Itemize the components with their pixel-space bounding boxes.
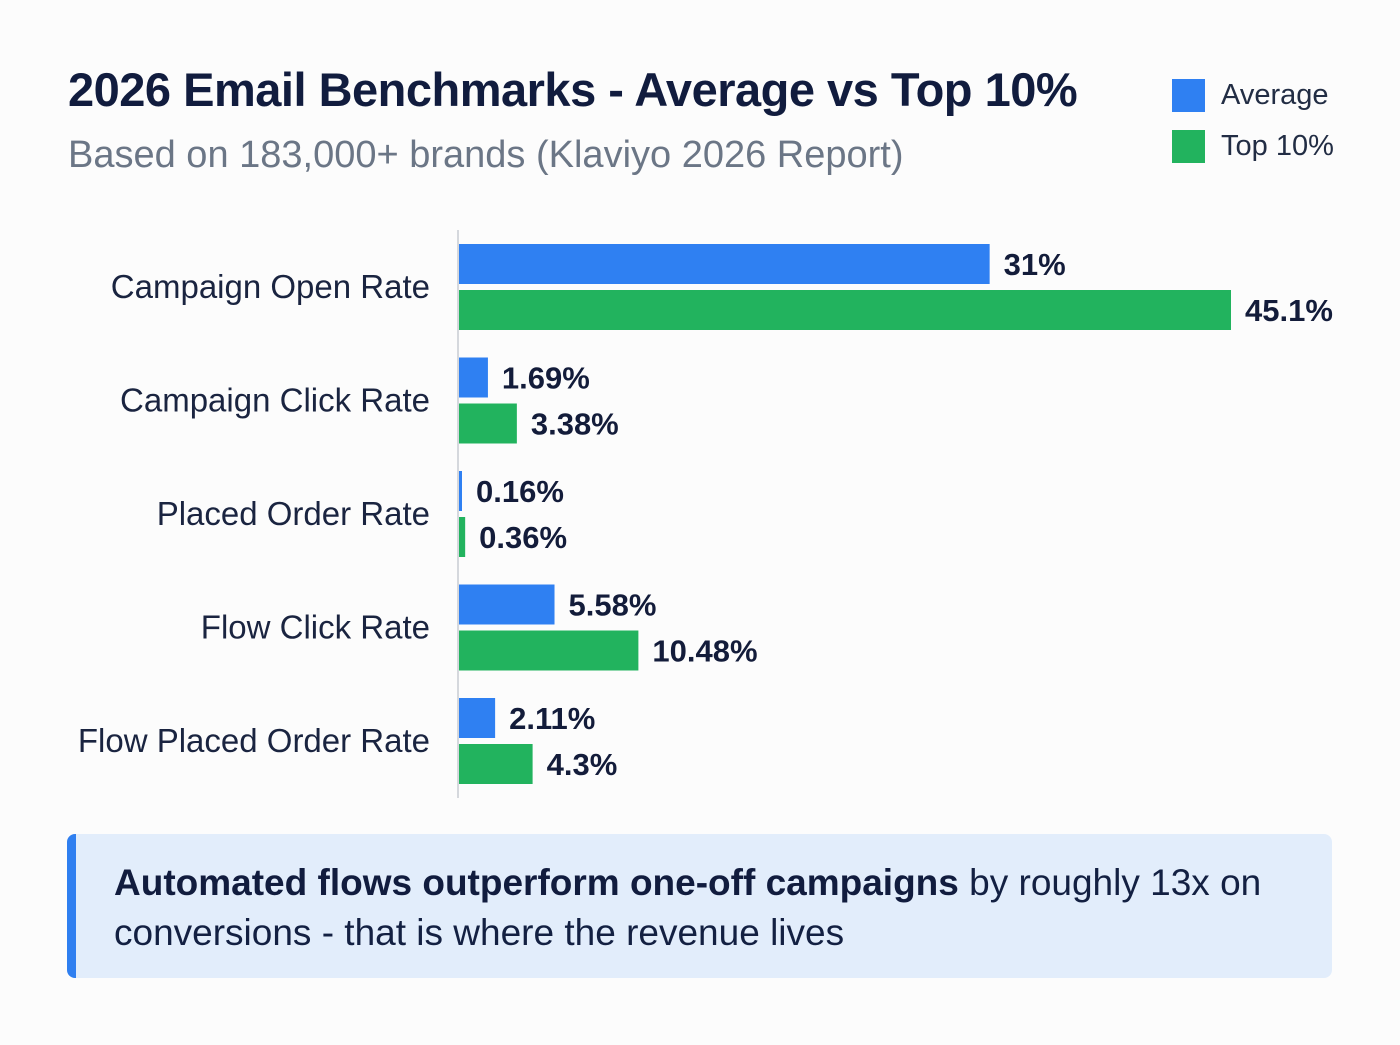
bar-average (459, 471, 462, 511)
legend-item-average: Average (1172, 70, 1334, 121)
bar-chart: Campaign Open Rate 31% 45.1% Campaign Click… (78, 230, 1333, 798)
data-label: 45.1% (1245, 293, 1333, 328)
data-label: 5.58% (569, 588, 657, 623)
bar-average (459, 357, 488, 398)
legend-label: Top 10% (1221, 130, 1334, 162)
category-label: Flow Click Rate (201, 609, 430, 646)
data-label: 0.16% (476, 474, 564, 509)
insight-callout: Automated flows outperform one-off campa… (67, 834, 1332, 978)
chart-subtitle: Based on 183,000+ brands (Klaviyo 2026 R… (68, 134, 904, 176)
category-label: Placed Order Rate (157, 495, 430, 532)
legend-swatch-top10 (1172, 130, 1205, 163)
category-label: Campaign Open Rate (111, 268, 430, 305)
bar-top10 (459, 403, 517, 444)
callout-text: by roughly 13x on conversions - that is … (114, 862, 1262, 953)
bar-top10 (459, 630, 639, 671)
data-label: 31% (1004, 247, 1066, 282)
chart-title: 2026 Email Benchmarks - Average vs Top 1… (68, 63, 1078, 116)
bar-top10 (459, 744, 533, 784)
data-label: 10.48% (652, 634, 757, 669)
bar-top10 (459, 517, 466, 557)
bar-average (459, 244, 990, 284)
data-label: 4.3% (547, 747, 618, 782)
bar-average (459, 698, 496, 738)
bar-average (459, 584, 555, 625)
category-label: Campaign Click Rate (120, 382, 430, 419)
legend-item-top10: Top 10% (1172, 121, 1334, 172)
legend: Average Top 10% (1172, 70, 1334, 172)
legend-label: Average (1221, 79, 1329, 111)
category-label: Flow Placed Order Rate (78, 722, 430, 759)
bar-top10 (459, 290, 1231, 330)
data-label: 2.11% (509, 701, 595, 736)
data-label: 1.69% (502, 361, 590, 396)
data-label: 3.38% (531, 407, 619, 442)
data-label: 0.36% (479, 520, 567, 555)
legend-swatch-average (1172, 79, 1205, 112)
callout-bold: Automated flows outperform one-off campa… (114, 862, 959, 903)
